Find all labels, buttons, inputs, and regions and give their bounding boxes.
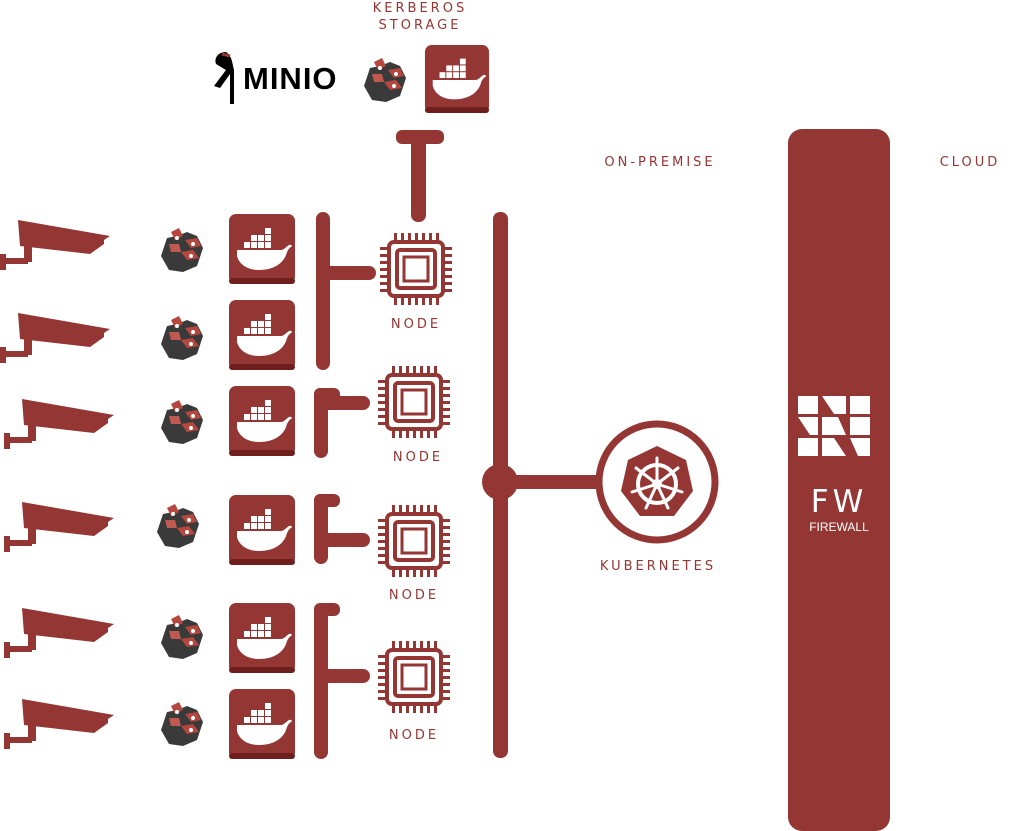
docker-icon [229,300,295,370]
bracket-arm [314,669,370,683]
docker-icon [229,214,295,284]
docker-icon [229,689,295,759]
firewall-subtitle: FIREWALL [809,520,869,534]
storage-title-line1: KERBEROS [372,1,468,16]
kerberos-mascot-icon [364,58,406,102]
security-camera-icon [4,502,114,552]
node-label: NODE [388,588,440,603]
node-brackets [314,212,376,759]
security-camera-icon [0,313,110,363]
kerberos-mascot-icon [161,400,203,444]
firewall-panel [788,129,890,831]
cloud-label: CLOUD [939,155,1001,170]
cpu-chip-icon [378,366,450,438]
bracket-cap [314,494,340,507]
bracket-arm [314,396,370,410]
bus-to-kubernetes-link [500,475,610,489]
docker-icon [424,45,490,113]
firewall-logo-icon [798,396,870,456]
kubernetes-icon [595,420,719,544]
node-label: NODE [390,317,442,332]
cpu-chip-icon [378,505,450,577]
security-camera-icon [4,608,114,658]
bracket-arm [316,266,376,280]
node-label: NODE [388,728,440,743]
security-camera-icon [4,699,114,749]
kerberos-mascot-icon [161,615,203,659]
bracket-line [316,212,330,370]
minio-logo-icon [214,52,234,104]
kerberos-mascot-icon [157,504,199,548]
bracket-cap [314,603,340,616]
docker-icon [229,603,295,673]
firewall-title: FW [810,484,868,520]
docker-icon [229,495,295,565]
kerberos-mascot-icon [161,316,203,360]
cpu-chip-icon [378,641,450,713]
camera-rows [0,220,114,749]
mascot-column [157,228,203,746]
storage-title-line2: STORAGE [378,18,462,33]
docker-icon [229,386,295,456]
storage-connector-line [411,130,426,222]
docker-column [229,214,295,759]
kubernetes-label: KUBERNETES [599,559,717,574]
minio-label: MINIO [243,61,338,96]
bracket-arm [314,533,370,547]
security-camera-icon [0,220,110,270]
cpu-chip-icon [380,233,452,305]
security-camera-icon [4,399,114,449]
kerberos-mascot-icon [161,228,203,272]
node-label: NODE [392,450,444,465]
kerberos-mascot-icon [161,702,203,746]
on-premise-label: ON-PREMISE [604,155,716,170]
